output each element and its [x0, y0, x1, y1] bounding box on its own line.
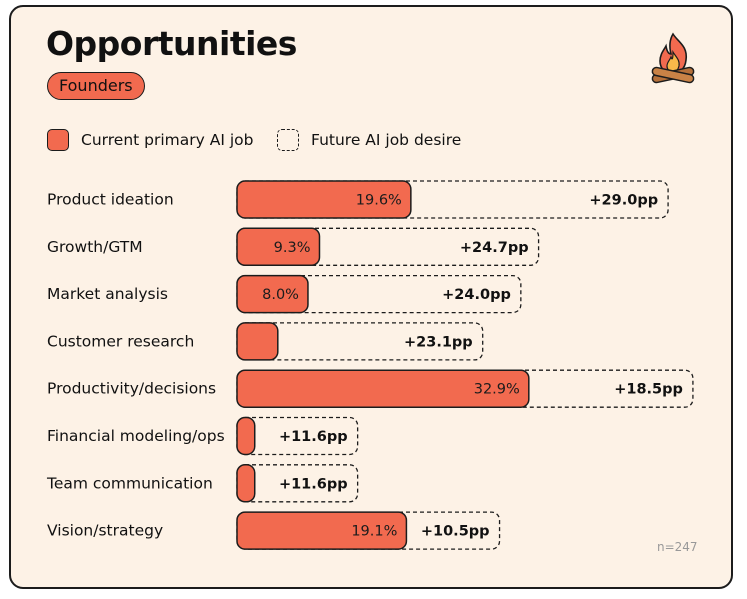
future-gain-label: +23.1pp [404, 334, 473, 350]
current-value-label: 32.9% [474, 382, 520, 398]
category-label: Team communication [46, 474, 213, 492]
current-value-label: 8.0% [262, 287, 299, 303]
category-label: Productivity/decisions [47, 380, 216, 398]
current-job-bar [236, 369, 530, 408]
category-label: Product ideation [47, 191, 174, 209]
future-gain-label: +24.0pp [442, 287, 511, 303]
current-job-bar [236, 322, 279, 361]
future-gain-label: +18.5pp [614, 382, 683, 398]
future-gain-label: +11.6pp [279, 429, 348, 445]
current-job-bar [236, 274, 309, 314]
chart-card [9, 5, 733, 589]
legend-current-label: Current primary AI job [81, 131, 254, 149]
current-value-label: 19.1% [351, 524, 397, 540]
current-job-bar [236, 416, 256, 456]
current-value-label: 9.3% [274, 240, 311, 256]
future-gain-label: +10.5pp [421, 524, 490, 540]
future-gain-label: +11.6pp [279, 476, 348, 492]
future-desire-bar [236, 416, 359, 456]
category-label: Growth/GTM [47, 238, 143, 256]
legend-current-swatch [47, 129, 69, 151]
category-label: Customer research [47, 332, 194, 350]
category-label: Financial modeling/ops [47, 427, 225, 445]
current-job-bar [236, 227, 321, 267]
page-title: Opportunities [46, 24, 297, 63]
legend-future-swatch [277, 129, 299, 151]
current-value-label: 19.6% [356, 193, 402, 209]
category-label: Market analysis [47, 285, 168, 303]
category-label: Vision/strategy [47, 522, 163, 540]
legend-current: Current primary AI job [47, 127, 253, 153]
future-desire-bar [236, 464, 359, 503]
current-job-bar [236, 511, 408, 550]
future-gain-label: +29.0pp [589, 193, 658, 209]
current-job-bar [236, 464, 256, 503]
legend-future-label: Future AI job desire [311, 131, 462, 149]
future-gain-label: +24.7pp [460, 240, 529, 256]
legend-future: Future AI job desire [277, 127, 461, 153]
current-job-bar [236, 180, 412, 219]
campfire-icon [651, 32, 695, 84]
segment-badge: Founders [47, 72, 145, 100]
sample-size-note: n=247 [657, 540, 698, 554]
